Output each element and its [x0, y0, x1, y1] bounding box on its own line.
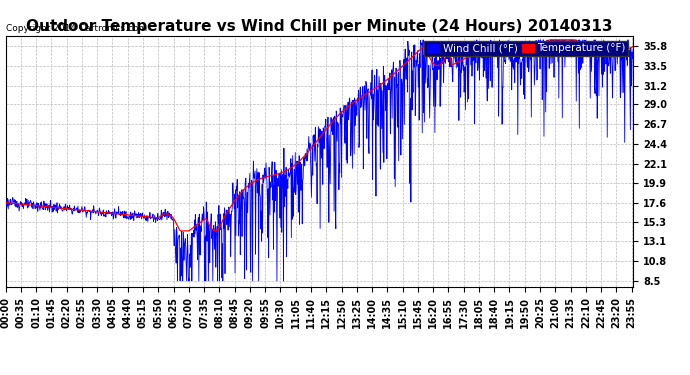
Legend: Wind Chill (°F), Temperature (°F): Wind Chill (°F), Temperature (°F)	[424, 41, 628, 56]
Text: Copyright 2014 Cartronics.com: Copyright 2014 Cartronics.com	[6, 24, 147, 33]
Title: Outdoor Temperature vs Wind Chill per Minute (24 Hours) 20140313: Outdoor Temperature vs Wind Chill per Mi…	[26, 20, 613, 34]
